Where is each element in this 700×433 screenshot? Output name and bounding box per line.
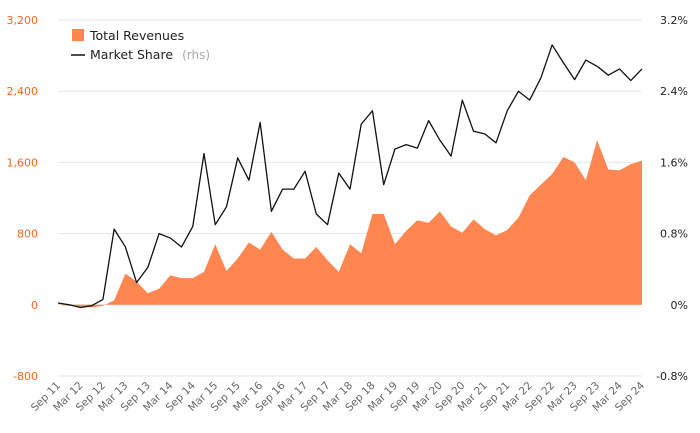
legend-label-market-share-note: (rhs) — [182, 48, 210, 62]
y-tick-label-right: 2.4% — [660, 85, 688, 98]
y-tick-label-left: 3,200 — [7, 14, 39, 27]
legend-label-market-share-name: Market Share — [90, 47, 173, 62]
y-tick-label-left: 800 — [17, 228, 38, 241]
y-tick-label-right: -0.8% — [656, 370, 688, 383]
y-tick-label-left: -800 — [13, 370, 38, 383]
y-tick-label-right: 0.8% — [660, 228, 688, 241]
y-tick-label-right: 3.2% — [660, 14, 688, 27]
total-revenues-area — [58, 140, 642, 308]
y-tick-label-left: 2,400 — [7, 85, 39, 98]
right-axis-ticks: -0.8% 0% 0.8% 1.6% 2.4% 3.2% — [656, 14, 688, 383]
area-total-revenues — [58, 140, 642, 308]
y-tick-label-left: 1,600 — [7, 156, 39, 169]
legend-swatch-total-revenues — [72, 29, 84, 41]
line-market-share — [57, 44, 643, 309]
left-axis-ticks: -800 0 800 1,600 2,400 3,200 — [7, 14, 39, 383]
y-tick-label-right: 1.6% — [660, 156, 688, 169]
y-tick-label-left: 0 — [31, 299, 38, 312]
legend-label-market-share: Market Share (rhs) — [90, 44, 210, 63]
legend: Total Revenues Market Share (rhs) — [71, 28, 210, 63]
market-share-line — [57, 44, 643, 309]
y-tick-label-right: 0% — [671, 299, 688, 312]
legend-label-total-revenues: Total Revenues — [89, 28, 184, 43]
